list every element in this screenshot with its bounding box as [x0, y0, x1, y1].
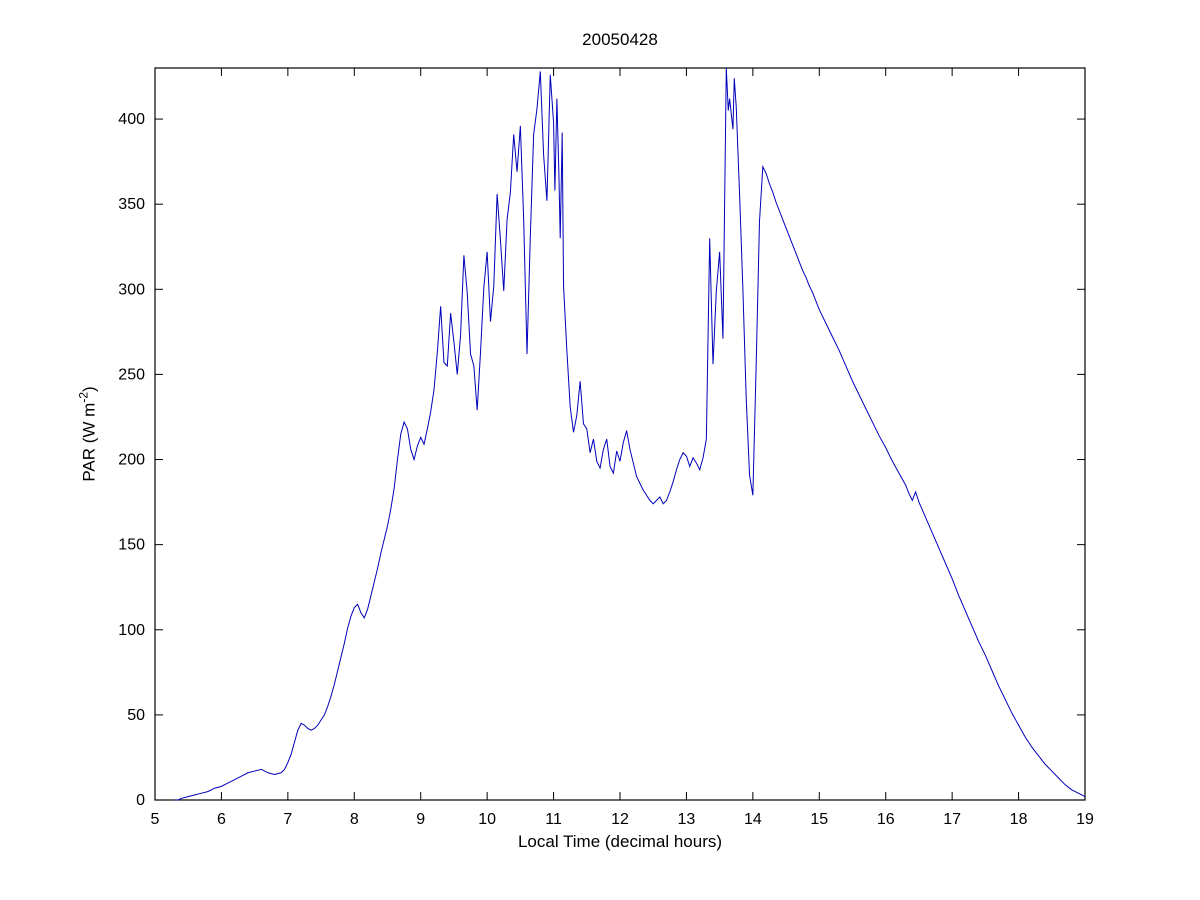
data-line — [174, 67, 1086, 801]
y-tick-label: 250 — [118, 366, 145, 383]
x-tick-label: 8 — [350, 811, 359, 828]
x-tick-label: 17 — [943, 811, 961, 828]
y-tick-label: 200 — [118, 452, 145, 469]
y-tick-label: 300 — [118, 281, 145, 298]
y-tick-marks: 0 50 100 150 200 250 300 350 400 — [118, 111, 1085, 809]
y-tick-label: 50 — [127, 707, 145, 724]
x-tick-label: 9 — [416, 811, 425, 828]
y-tick-label: 350 — [118, 196, 145, 213]
x-tick-label: 13 — [678, 811, 696, 828]
x-tick-label: 11 — [545, 811, 562, 828]
y-axis-label-close: ) — [79, 386, 99, 392]
x-axis-label: Local Time (decimal hours) — [517, 832, 723, 851]
x-tick-label: 10 — [478, 811, 496, 828]
axes-box — [154, 67, 1086, 801]
y-tick-label: 400 — [118, 111, 145, 128]
y-tick-label: 100 — [118, 622, 145, 639]
x-tick-marks: 5 6 7 8 9 10 11 12 13 14 15 16 17 18 19 — [151, 68, 1094, 828]
chart-title: 20050428 — [582, 30, 658, 49]
x-tick-label: 19 — [1076, 811, 1094, 828]
x-tick-label: 7 — [283, 811, 292, 828]
x-tick-label: 6 — [217, 811, 226, 828]
x-tick-label: 12 — [611, 811, 629, 828]
y-tick-label: 150 — [118, 537, 145, 554]
y-axis-superscript: -2 — [76, 391, 91, 403]
x-tick-label: 16 — [877, 811, 895, 828]
x-tick-label: 5 — [151, 811, 160, 828]
x-tick-label: 14 — [744, 811, 762, 828]
y-axis-label-base: PAR (W m — [79, 402, 99, 482]
y-axis-label: PAR (W m-2) — [77, 386, 100, 481]
x-tick-label: 15 — [810, 811, 828, 828]
x-tick-label: 18 — [1010, 811, 1028, 828]
y-tick-label: 0 — [136, 792, 145, 809]
